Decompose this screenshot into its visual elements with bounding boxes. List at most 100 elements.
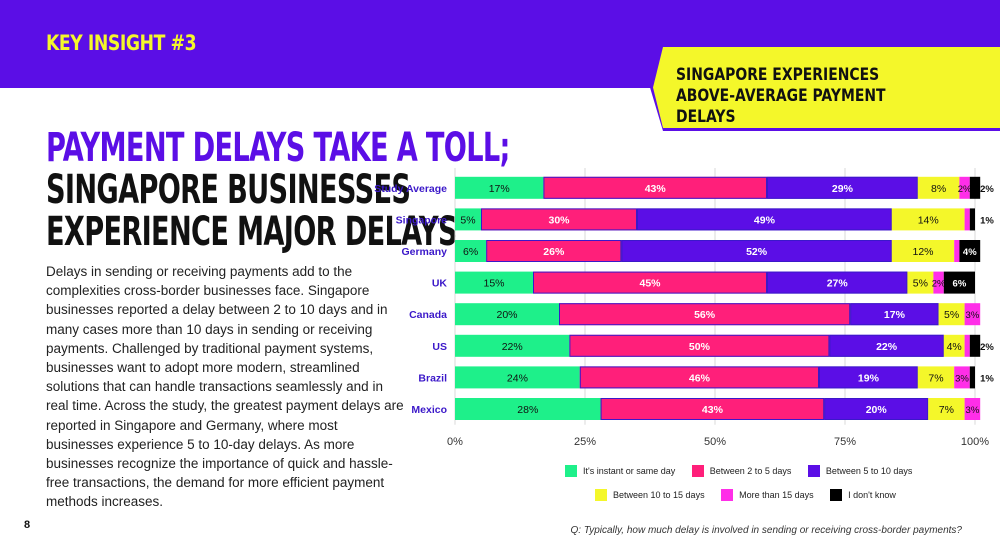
x-tick-label: 0% [447,436,463,448]
bar-segment [917,366,955,389]
bar-segment [964,334,970,357]
bar-segment [559,303,851,326]
legend-item: Between 2 to 5 days [691,465,792,477]
bar-segment [543,176,767,199]
legend-item: I don't know [830,489,896,501]
segment-outline [824,398,929,420]
segment-outline [543,176,767,199]
page-number: 8 [24,519,31,531]
data-label: 43% [645,183,667,195]
callout-line-2: ABOVE-AVERAGE PAYMENT DELAYS [676,86,886,127]
bar-segment [891,240,955,262]
bar-segment [969,334,981,357]
legend-swatch [595,489,607,501]
bar-segment [943,271,975,294]
segment-outline [819,366,918,389]
data-label: 12% [912,246,933,258]
segment-outline [481,208,637,231]
bar-segment [455,303,559,326]
segment-outline [569,334,830,357]
bar-segment [938,303,965,326]
legend-label: It's instant or same day [583,466,676,476]
data-label: 3% [966,310,980,321]
bar-segment [486,240,622,262]
data-label: 24% [507,372,528,384]
category-label: Germany [401,246,447,258]
legend-item: More than 15 days [721,489,814,501]
bar-segment [455,271,533,294]
legend-item: It's instant or same day [565,465,675,477]
category-label: UK [432,278,448,290]
x-tick-label: 50% [704,436,726,448]
legend-row-1: It's instant or same day Between 2 to 5 … [565,465,926,479]
data-label: 17% [489,183,510,195]
bar-segment [819,366,918,389]
bar-segment [959,240,981,262]
data-label: 19% [858,372,880,384]
bar-segment [455,208,481,231]
data-label: 28% [517,404,538,416]
segment-outline [533,271,767,294]
category-label: Canada [409,309,447,321]
bar-segment [621,240,892,262]
bar-segment [928,398,965,420]
legend-row-2: Between 10 to 15 days More than 15 days … [595,489,910,503]
legend-swatch [830,489,843,501]
data-label: 46% [689,372,711,384]
bar-segment [579,366,819,389]
category-label: US [432,341,447,353]
data-label: 2% [980,342,994,353]
bar-segment [964,208,970,231]
segment-outline [621,240,892,262]
title-line-3: EXPERIENCE MAJOR DELAYS [46,209,458,255]
data-label: 22% [876,341,898,353]
segment-outline [767,176,918,199]
legend-label: Between 2 to 5 days [709,466,792,476]
legend-label: More than 15 days [739,490,814,500]
data-label: 5% [460,214,475,226]
data-label: 27% [827,278,849,290]
bar-segment [959,176,970,199]
bar-segment [891,208,965,231]
bar-segment [943,334,965,357]
bar-segment [455,366,580,389]
bar-segment [850,303,939,326]
legend-item: Between 5 to 10 days [807,465,912,477]
bar-segment [637,208,892,231]
bar-segment [767,271,908,294]
data-label: 52% [746,246,768,258]
data-label: 2% [980,184,994,195]
data-label: 56% [694,309,716,321]
bar-segment [569,334,830,357]
data-label: 1% [980,215,994,226]
bar-segment [455,240,487,262]
callout-line-1: SINGAPORE EXPERIENCES [676,65,880,85]
bar-segment [969,366,975,389]
bar-segment [933,271,944,294]
data-label: 7% [928,372,943,384]
data-label: 7% [939,404,954,416]
bar-segment [455,334,570,357]
payment-delay-chart: 0% 25% 50% 75% 100% Study Average 17% 43% 29% 8% 2… [374,168,994,448]
bar-segment [824,398,929,420]
data-label: 49% [754,214,776,226]
data-label: 14% [918,214,939,226]
callout-text: SINGAPORE EXPERIENCES ABOVE-AVERAGE PAYM… [676,65,922,128]
legend-swatch [807,465,820,477]
data-label: 8% [931,183,946,195]
bar-segment [964,303,981,326]
data-label: 4% [963,247,977,258]
data-label: 17% [884,309,906,321]
legend-swatch [721,489,734,501]
data-label: 3% [966,405,980,416]
bar-segment [829,334,944,357]
data-label: 26% [543,246,565,258]
data-label: 50% [689,341,711,353]
key-insight-label: KEY INSIGHT #3 [46,31,197,55]
data-label: 45% [639,278,661,290]
category-label: Singapore [396,214,448,226]
page-title: PAYMENT DELAYS TAKE A TOLL; SINGAPORE BU… [46,127,510,253]
x-tick-label: 100% [961,436,989,448]
bar-segment [917,176,960,199]
category-label: Mexico [411,404,447,416]
